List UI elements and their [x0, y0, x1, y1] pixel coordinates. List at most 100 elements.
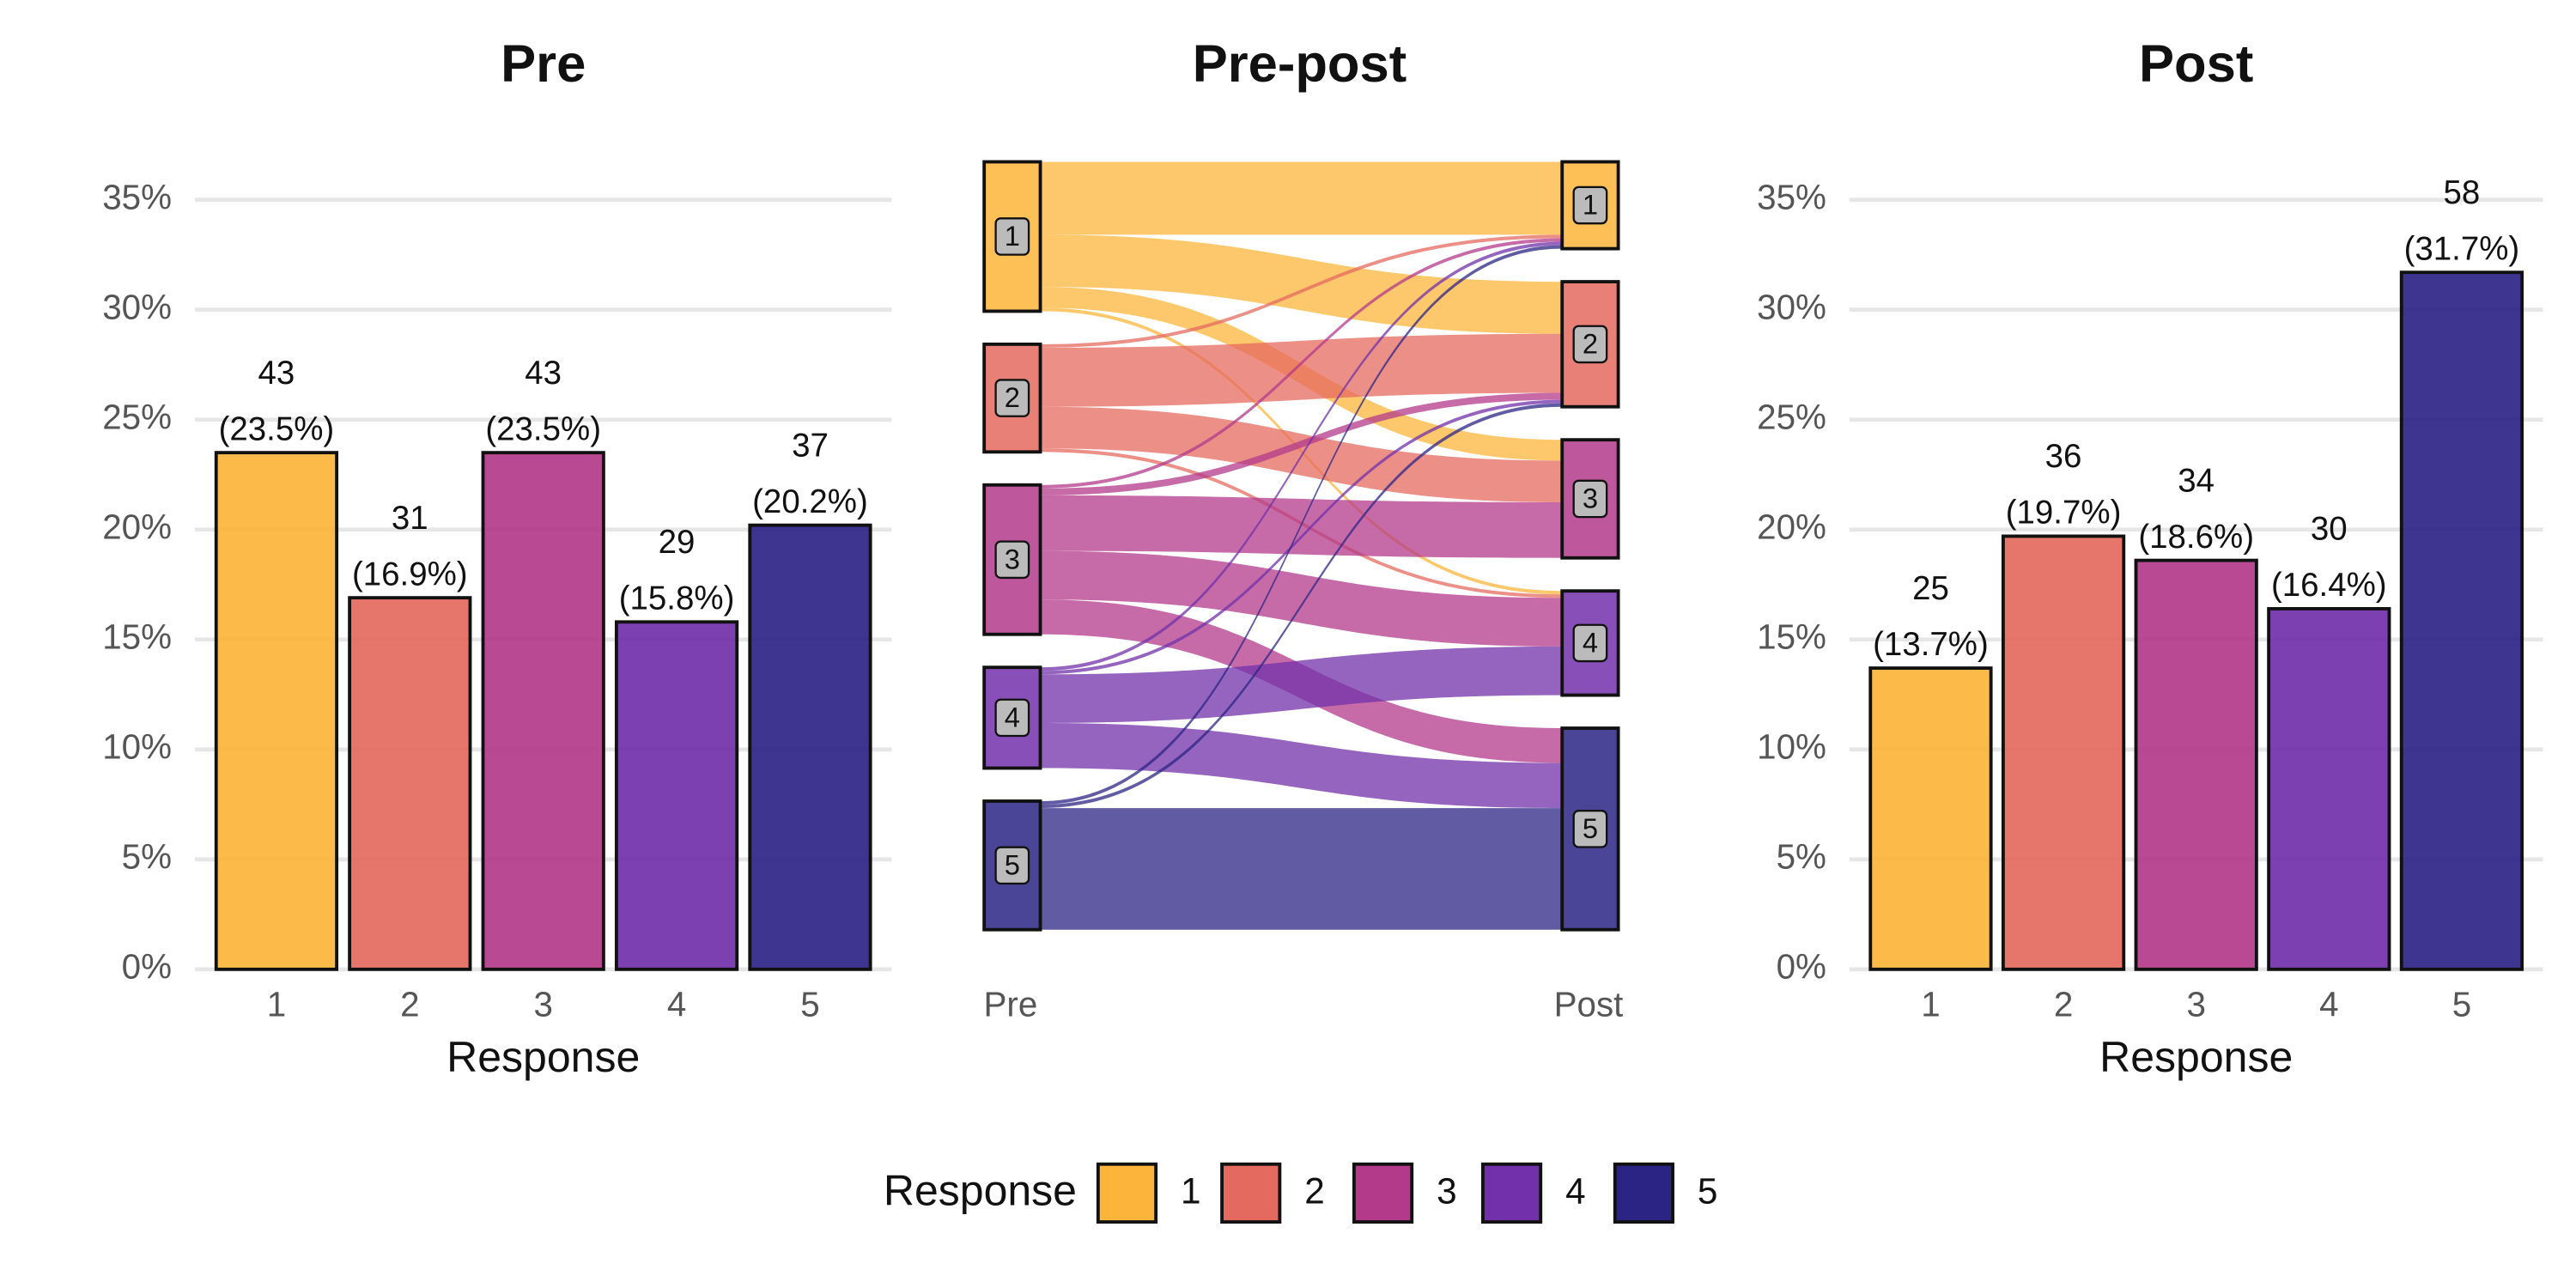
value-label: (23.5%) [219, 410, 335, 447]
flow [1040, 333, 1563, 407]
value-label: (16.4%) [2271, 567, 2387, 604]
value-label: (20.2%) [752, 483, 868, 520]
node-label: 4 [1583, 626, 1598, 658]
legend-swatch [1613, 1162, 1674, 1224]
y-tick-label: 5% [122, 836, 172, 876]
x-tick-label: 5 [2452, 985, 2471, 1024]
node [1560, 726, 1620, 932]
node-label-box [1572, 325, 1608, 364]
count-label: 31 [392, 500, 428, 537]
x-tick-label: 2 [400, 985, 419, 1024]
y-tick-label: 0% [122, 947, 172, 987]
y-tick-label: 20% [102, 507, 172, 546]
bar [348, 596, 472, 971]
y-tick-label: 10% [102, 726, 172, 766]
legend-label: 5 [1698, 1171, 1718, 1212]
y-tick-label: 30% [102, 287, 172, 326]
flow [1040, 646, 1563, 723]
y-tick-label: 20% [1757, 507, 1826, 546]
axis-label-post: Post [1554, 985, 1624, 1024]
bar [481, 451, 605, 971]
node-label-box [994, 698, 1030, 738]
y-tick-label: 10% [1757, 726, 1826, 766]
node-label: 3 [1005, 543, 1020, 574]
value-label: (16.9%) [352, 556, 468, 592]
y-tick-label: 0% [1777, 947, 1826, 987]
bar [2001, 534, 2126, 971]
value-label: (19.7%) [2006, 495, 2122, 532]
node-label-box [1572, 810, 1608, 848]
bar [748, 523, 872, 971]
count-label: 36 [2045, 438, 2082, 475]
legend-label: 4 [1565, 1171, 1586, 1212]
legend-label: 2 [1304, 1171, 1325, 1212]
x-tick-label: 4 [2319, 985, 2338, 1024]
y-tick-label: 25% [102, 397, 172, 436]
flow [1040, 399, 1563, 675]
bar [2267, 607, 2391, 971]
count-label: 58 [2444, 174, 2481, 211]
axis-label-pre: Pre [984, 985, 1038, 1024]
bar [2399, 270, 2524, 971]
legend-swatch [1481, 1162, 1543, 1224]
node-label: 5 [1583, 812, 1598, 844]
node-label: 2 [1005, 381, 1020, 413]
flow [1040, 392, 1563, 495]
node-label-box [1572, 185, 1608, 225]
flow [1040, 238, 1563, 489]
node-label-box [994, 540, 1030, 580]
node-label-box [994, 217, 1030, 256]
x-tick-label: 3 [533, 985, 552, 1024]
x-tick-label: 1 [267, 985, 286, 1024]
count-label: 25 [1912, 570, 1949, 607]
value-label: (18.6%) [2138, 519, 2254, 556]
y-tick-label: 5% [1777, 836, 1826, 876]
pre-title: Pre [501, 34, 586, 94]
value-label: (23.5%) [485, 410, 601, 447]
node-label: 5 [1005, 848, 1020, 880]
bar [214, 451, 339, 971]
bar [1868, 666, 1993, 971]
x-tick-label: 3 [2186, 985, 2205, 1024]
x-tick-label: 4 [667, 985, 686, 1024]
node-label: 1 [1005, 220, 1020, 252]
legend-swatch [1352, 1162, 1414, 1224]
y-tick-label: 30% [1757, 287, 1826, 326]
x-axis-title: Response [447, 1033, 640, 1081]
flow [1040, 161, 1563, 235]
node-label-box [1572, 479, 1608, 519]
bar [614, 620, 739, 971]
flow [1040, 234, 1563, 348]
value-label: (15.8%) [619, 580, 735, 617]
value-label: (13.7%) [1873, 626, 1989, 663]
count-label: 29 [659, 524, 696, 561]
legend-title: Response [884, 1167, 1077, 1215]
post-title: Post [2139, 34, 2253, 94]
count-label: 43 [525, 355, 562, 392]
y-tick-label: 25% [1757, 397, 1826, 436]
legend-label: 3 [1437, 1171, 1457, 1212]
y-tick-label: 35% [1757, 177, 1826, 216]
flow [1040, 495, 1563, 558]
legend-label: 1 [1181, 1171, 1201, 1212]
bar [2134, 558, 2258, 971]
y-tick-label: 15% [1757, 617, 1826, 656]
count-label: 30 [2311, 511, 2348, 548]
flow [1040, 808, 1563, 930]
node-label: 2 [1583, 327, 1598, 359]
y-tick-label: 35% [102, 177, 172, 216]
flow [1040, 241, 1563, 671]
legend-swatch [1220, 1162, 1282, 1224]
node-label: 1 [1583, 189, 1598, 221]
count-label: 37 [792, 427, 829, 464]
x-axis-title: Response [2099, 1033, 2293, 1081]
flow [1040, 234, 1563, 334]
value-label: (31.7%) [2404, 230, 2520, 267]
node-label: 4 [1005, 701, 1020, 732]
prepost-title: Pre-post [1193, 34, 1407, 94]
count-label: 34 [2178, 462, 2215, 499]
x-tick-label: 2 [2054, 985, 2073, 1024]
node-label-box [994, 846, 1030, 885]
node-label-box [994, 379, 1030, 417]
